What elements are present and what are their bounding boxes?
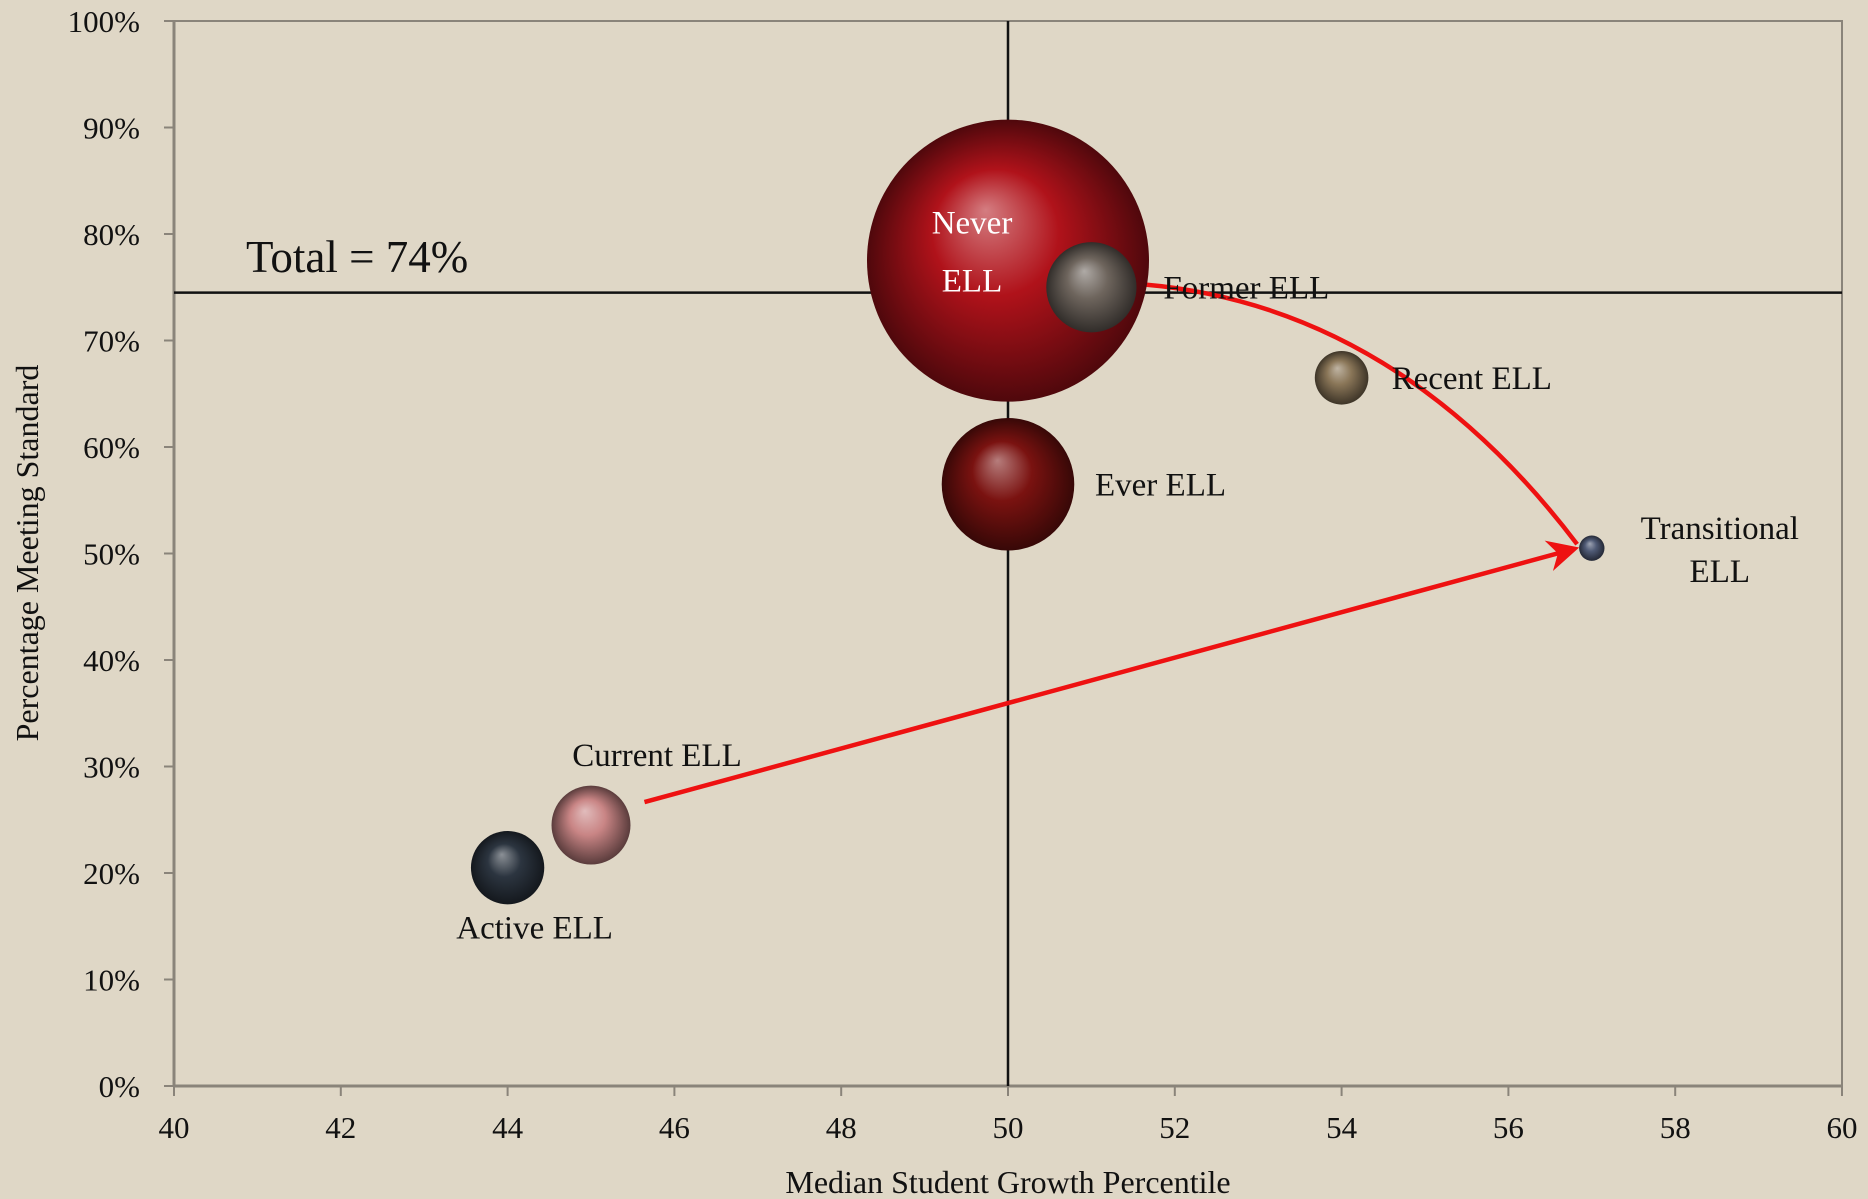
total-label: Total = 74% <box>246 232 468 282</box>
y-tick-label: 90% <box>83 111 140 146</box>
x-tick-label: 46 <box>659 1110 690 1145</box>
y-tick-label: 10% <box>83 963 140 998</box>
x-tick-label: 54 <box>1326 1110 1358 1145</box>
x-tick-label: 50 <box>993 1110 1024 1145</box>
label-recent-ell: Recent ELL <box>1392 361 1552 397</box>
y-tick-label: 40% <box>83 643 140 678</box>
y-tick-label: 0% <box>99 1069 140 1104</box>
y-tick-label: 50% <box>83 537 140 572</box>
label-former-ell: Former ELL <box>1163 270 1329 306</box>
label-line: Active ELL <box>456 911 613 947</box>
label-active-ell: Active ELL <box>456 911 613 947</box>
bubble-current-ell <box>551 785 631 865</box>
y-tick-label: 80% <box>83 217 140 252</box>
bubble-former-ell <box>1046 242 1137 333</box>
label-current-ell: Current ELL <box>572 738 742 774</box>
label-transitional-ell: Transitional ELL <box>1641 511 1799 590</box>
bubble-ever-ell <box>941 418 1075 551</box>
arrow-current-ell-to-transitional-ell <box>643 540 1580 805</box>
x-tick-label: 42 <box>325 1110 356 1145</box>
x-tick-label: 52 <box>1159 1110 1190 1145</box>
bubble-active-ell <box>470 831 545 905</box>
y-tick-label: 20% <box>83 856 140 891</box>
bubble-never-ell <box>867 119 1149 402</box>
arrow-transitional-ell-to-former-ell <box>1109 268 1579 546</box>
label-ever-ell: Ever ELL <box>1095 467 1226 503</box>
axes: 40 42 44 46 48 50 52 54 56 58 60 0% 10% 20% 30% 40% 50% 6… <box>68 4 1858 1145</box>
bubble-labels: Never ELL Ever ELL Former ELL Recent ELL Tran… <box>456 206 1799 947</box>
x-tick-label: 60 <box>1827 1110 1858 1145</box>
bubble-recent-ell <box>1314 350 1369 405</box>
x-tick-label: 48 <box>826 1110 857 1145</box>
y-axis-title: Percentage Meeting Standard <box>9 365 45 742</box>
y-tick-label: 100% <box>68 4 140 39</box>
arrows <box>643 268 1580 805</box>
label-line: Recent ELL <box>1392 361 1552 397</box>
label-line: Current ELL <box>572 738 742 774</box>
y-tick-label: 30% <box>83 750 140 785</box>
label-line: Never <box>932 206 1013 242</box>
x-tick-label: 40 <box>159 1110 190 1145</box>
label-never-ell: Never ELL <box>932 206 1013 300</box>
y-tick-label: 70% <box>83 324 140 359</box>
bubbles <box>470 119 1605 905</box>
label-line: Ever ELL <box>1095 467 1226 503</box>
label-line: Transitional <box>1641 511 1799 547</box>
x-tick-label: 56 <box>1493 1110 1524 1145</box>
label-line: ELL <box>1690 554 1750 590</box>
x-tick-label: 58 <box>1660 1110 1691 1145</box>
x-axis-title: Median Student Growth Percentile <box>785 1164 1230 1199</box>
bubble-transitional-ell <box>1579 535 1605 561</box>
y-tick-label: 60% <box>83 430 140 465</box>
label-line: ELL <box>942 264 1002 300</box>
x-tick-label: 44 <box>492 1110 524 1145</box>
label-line: Former ELL <box>1163 270 1329 306</box>
